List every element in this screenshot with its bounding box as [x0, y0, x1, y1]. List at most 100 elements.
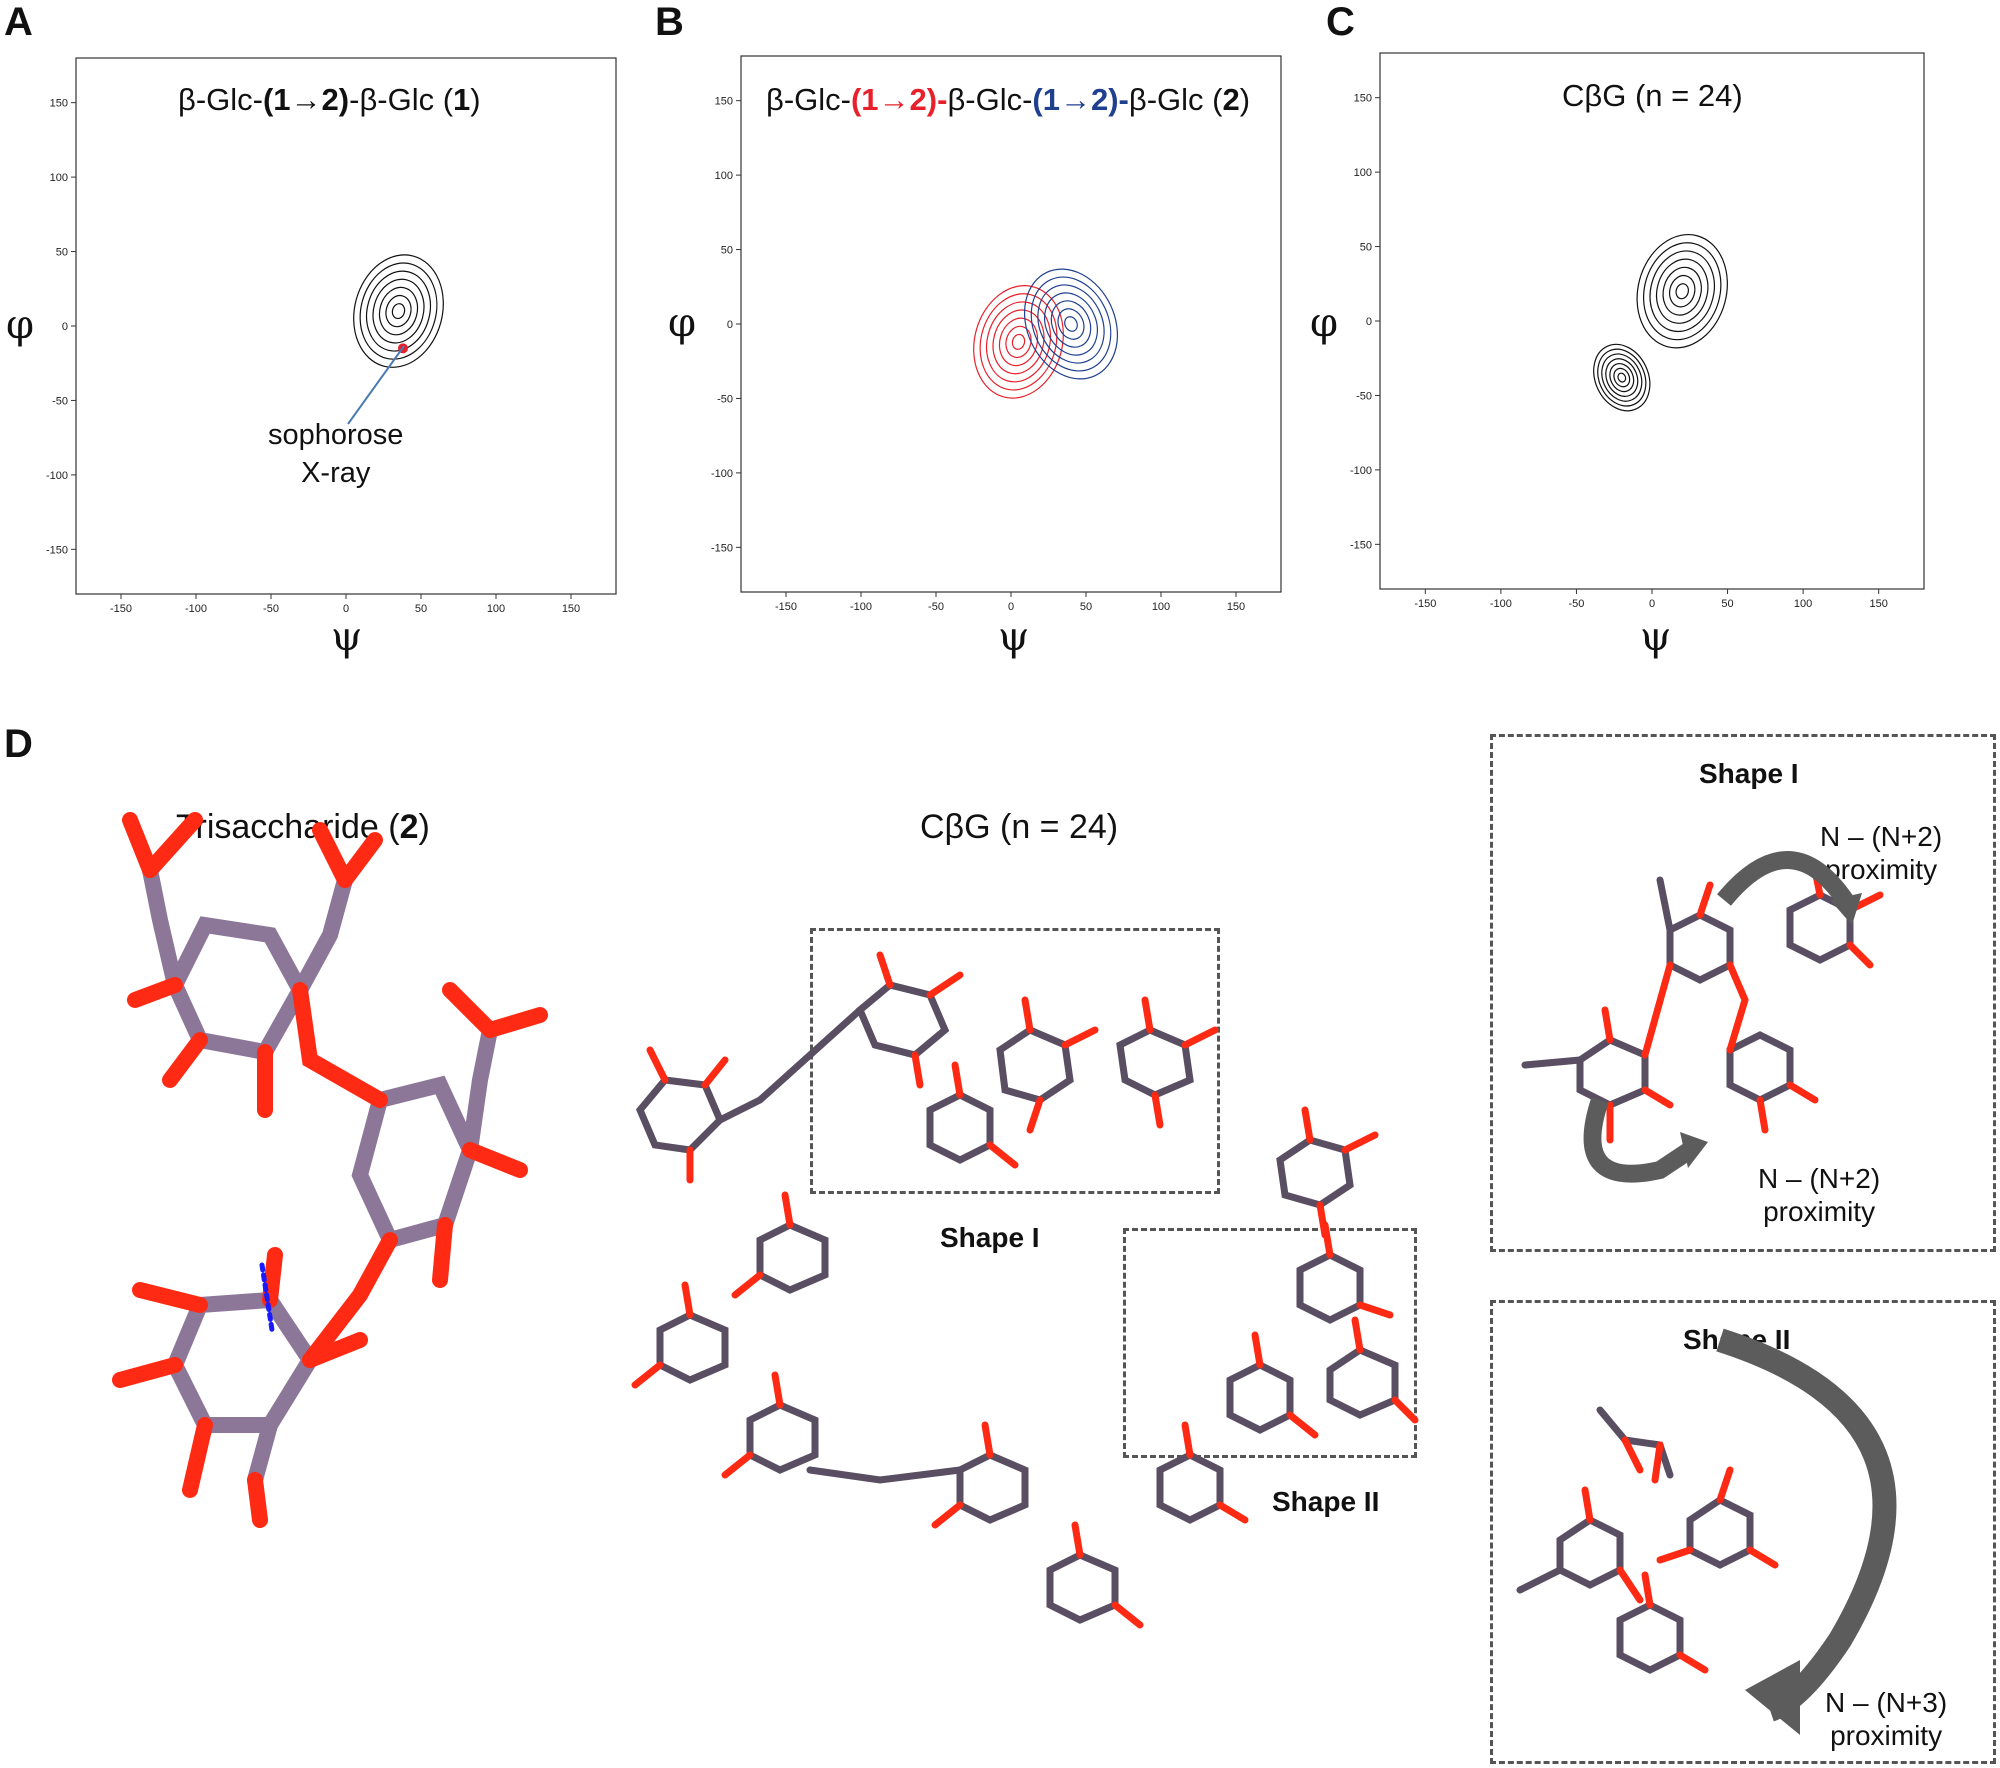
contour-line	[973, 285, 1064, 399]
contour-line	[1609, 362, 1635, 393]
plot-a-ylabel: φ	[6, 302, 35, 348]
contour-line	[1636, 233, 1728, 349]
panel-letter-c: C	[1326, 0, 1355, 44]
y-tick-label: -100	[711, 468, 733, 480]
x-tick-label: -150	[775, 601, 797, 613]
y-tick-label: -50	[1356, 390, 1372, 402]
contour-line	[992, 309, 1045, 375]
shape-ii-molecule	[1516, 1406, 1779, 1674]
contour-line	[1675, 283, 1689, 300]
contour-line	[1668, 274, 1696, 308]
plot-b-xlabel: ψ	[998, 614, 1030, 660]
x-tick-label: -50	[928, 601, 944, 613]
plot-c-ylabel: φ	[1310, 300, 1339, 346]
sophorose-annotation: sophorose X-ray	[268, 419, 404, 489]
contour-line	[1605, 358, 1639, 397]
proximity-label-1: N – (N+2) proximity	[1820, 821, 1943, 885]
plot-b-title: β-Glc-(1→2)-β-Glc-(1→2)-β-Glc (2)	[766, 82, 1251, 117]
shape-ii-region	[1123, 1228, 1417, 1458]
panel-letter-d: D	[4, 722, 33, 766]
x-tick-label: 50	[1080, 601, 1092, 613]
contour-plot-c: -150 -100 -50 0 50 100 150 150 100 50 0 -50 -100 -150	[1350, 52, 1925, 610]
x-tick-label: 100	[487, 603, 505, 615]
contour-line	[1023, 268, 1119, 380]
x-tick-label: 50	[1721, 598, 1733, 610]
x-tick-label: -150	[1414, 598, 1436, 610]
x-tick-label: 0	[1008, 601, 1014, 613]
y-tick-label: 150	[50, 98, 68, 110]
shape-i-box-title: Shape I	[1699, 758, 1799, 789]
y-tick-label: -150	[711, 542, 733, 554]
y-tick-label: 0	[727, 319, 733, 331]
contour-line	[1601, 353, 1643, 402]
shape-i-molecule	[1521, 866, 1884, 1144]
x-tick-label: 150	[562, 603, 580, 615]
y-tick-label: -50	[717, 393, 733, 405]
x-tick-label: -50	[263, 603, 279, 615]
contour-line	[1044, 292, 1098, 356]
cbg-macrocycle	[631, 951, 1419, 1629]
x-tick-label: 0	[343, 603, 349, 615]
contour-line	[1649, 250, 1715, 333]
y-tick-label: 100	[50, 172, 68, 184]
contour-plot-c-svg: -150 -100 -50 0 50 100 150 150 100 50 0 -50 -100 -150	[1350, 52, 1925, 610]
contour-line	[1593, 343, 1651, 412]
x-tick-label: 100	[1794, 598, 1812, 610]
y-tick-label: -150	[46, 544, 68, 556]
y-tick-label: 0	[1366, 316, 1372, 328]
contour-line	[359, 262, 438, 360]
y-tick-label: 150	[1354, 93, 1372, 105]
contour-plot-b: -150 -100 -50 0 50 100 150 150 100 50 0 -50 -100 -150	[711, 55, 1282, 613]
contour-line	[365, 270, 432, 352]
contour-line	[372, 278, 425, 344]
y-tick-label: 0	[62, 321, 68, 333]
proximity-arrow-3	[1716, 1328, 1897, 1722]
x-tick-label: -50	[1568, 598, 1584, 610]
proximity-label-2: N – (N+2) proximity	[1758, 1163, 1881, 1227]
contour-line	[1011, 333, 1026, 350]
proximity-arrow-2	[1583, 1097, 1695, 1183]
y-tick-label: 50	[721, 245, 733, 257]
contour-line	[1050, 300, 1092, 348]
plot-c-xlabel: ψ	[1640, 614, 1672, 660]
x-tick-label: 100	[1152, 601, 1170, 613]
sophorose-leader-line	[347, 345, 405, 425]
panel-letter-a: A	[4, 0, 33, 44]
plot-a-xlabel: ψ	[331, 614, 363, 660]
contour-line	[378, 286, 419, 336]
contour-line	[1037, 284, 1105, 364]
contour-plot-b-svg: -150 -100 -50 0 50 100 150 150 100 50 0 -50 -100 -150	[711, 55, 1282, 613]
x-tick-label: 0	[1649, 598, 1655, 610]
contour-line	[985, 301, 1052, 383]
y-tick-label: 50	[56, 247, 68, 259]
contour-line	[1597, 348, 1647, 407]
contour-line	[1617, 372, 1627, 383]
y-tick-label: 100	[1354, 167, 1372, 179]
proximity-arrow-2-head	[1680, 1132, 1708, 1168]
proximity-arrow-3-head	[1745, 1660, 1800, 1735]
y-tick-label: -100	[46, 470, 68, 482]
proximity-arrow-1	[1717, 851, 1853, 906]
contour-line	[385, 294, 412, 328]
shape-ii-box	[1490, 1300, 1996, 1764]
y-tick-label: 50	[1360, 242, 1372, 254]
shape-i-label: Shape I	[940, 1222, 1040, 1253]
trisaccharide-molecule	[112, 812, 548, 1528]
x-tick-label: 150	[1869, 598, 1887, 610]
contour-line	[1005, 325, 1032, 359]
x-tick-label: 150	[1227, 601, 1245, 613]
contour-line	[1613, 367, 1631, 388]
shape-i-box	[1490, 734, 1996, 1252]
x-tick-label: -100	[850, 601, 872, 613]
contour-line	[979, 293, 1058, 391]
contour-line	[1642, 242, 1722, 341]
x-tick-label: -100	[1490, 598, 1512, 610]
contour-line	[1064, 316, 1078, 332]
contour-line	[1030, 276, 1112, 372]
cbg-structure-label: CβG (n = 24)	[920, 808, 1119, 846]
plot-a-title: β-Glc-(1→2)-β-Glc (1)	[178, 82, 481, 117]
y-tick-label: 150	[715, 96, 733, 108]
proximity-label-3: N – (N+3) proximity	[1825, 1687, 1948, 1751]
x-tick-label: -150	[110, 603, 132, 615]
